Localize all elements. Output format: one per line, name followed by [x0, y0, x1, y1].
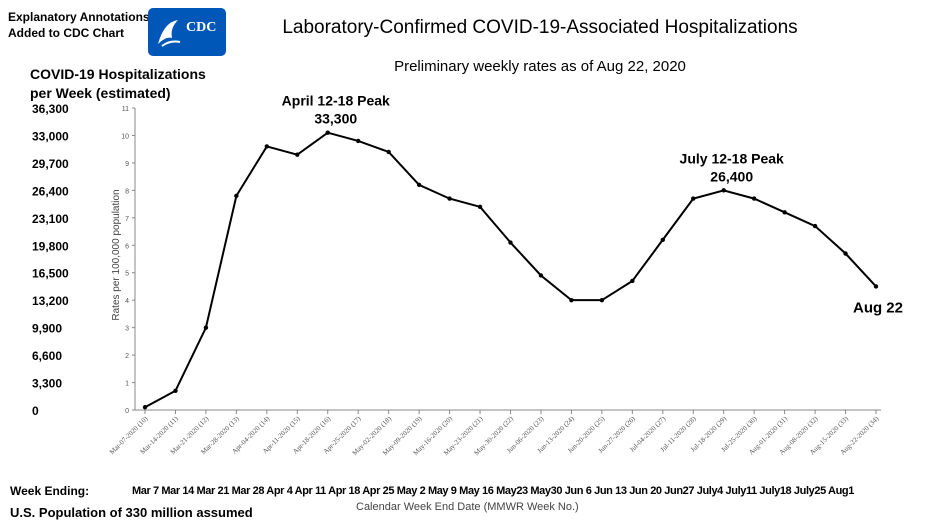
hospitalizations-tick-label: 26,400: [32, 184, 69, 198]
data-point: [477, 204, 483, 210]
data-point: [203, 325, 209, 330]
series-line: [144, 131, 877, 409]
y-tick-label: 8: [125, 188, 129, 195]
data-point: [751, 196, 757, 201]
cdc-logo-text: CDC: [186, 20, 217, 35]
y-tick-label: 7: [125, 216, 129, 223]
data-point: [264, 144, 270, 149]
y-tick-label: 2: [125, 353, 129, 360]
data-point: [386, 149, 391, 155]
data-point: [660, 237, 665, 242]
data-point: [142, 405, 148, 410]
annotation-label: Aug 22: [853, 299, 903, 316]
hospitalizations-axis-title: COVID-19 Hospitalizations per Week (esti…: [30, 65, 206, 103]
hospitalizations-axis-title-line1: COVID-19 Hospitalizations: [30, 66, 206, 82]
annotation-value: 33,300: [314, 111, 357, 127]
hospitalizations-tick-label: 33,000: [32, 129, 69, 143]
hospitalizations-tick-label: 29,700: [32, 157, 69, 171]
x-axis-title: Calendar Week End Date (MMWR Week No.): [356, 501, 579, 513]
data-point: [782, 210, 787, 215]
data-point: [234, 193, 239, 199]
data-point: [173, 388, 178, 393]
y-tick-label: 9: [125, 161, 129, 168]
data-point: [691, 196, 696, 201]
data-point: [630, 278, 635, 284]
chart-title: Laboratory-Confirmed COVID-19-Associated…: [282, 17, 798, 38]
hospitalizations-tick-label: 19,800: [32, 239, 69, 253]
hospitalizations-tick-label: 36,300: [32, 102, 69, 116]
hospitalizations-axis-title-line2: per Week (estimated): [30, 85, 171, 101]
data-point: [721, 188, 726, 193]
hospitalizations-tick-label: 16,500: [32, 267, 69, 281]
annotation-value: 26,400: [710, 168, 753, 184]
hospitalizations-tick-label: 6,600: [32, 349, 62, 363]
y-tick-label: 10: [121, 133, 129, 140]
data-point: [356, 138, 361, 144]
data-point: [569, 297, 574, 303]
data-point: [447, 196, 452, 201]
y-tick-label: 6: [125, 243, 129, 250]
y-tick-label: 1: [125, 381, 129, 388]
hospitalizations-tick-label: 3,300: [32, 377, 62, 391]
short-date-labels: Mar 7 Mar 14 Mar 21 Mar 28 Apr 4 Apr 11 …: [132, 485, 854, 497]
annotation-note-line2: Added to CDC Chart: [8, 26, 124, 40]
population-note: U.S. Population of 330 million assumed: [10, 505, 253, 520]
eagle-icon: [158, 20, 181, 47]
annotation-note: Explanatory Annotations Added to CDC Cha…: [8, 9, 150, 41]
hospitalizations-tick-label: 13,200: [32, 294, 69, 308]
y-tick-label: 11: [122, 106, 129, 113]
data-point: [295, 152, 300, 157]
data-point: [599, 297, 605, 303]
data-point: [873, 284, 879, 289]
data-point: [538, 273, 544, 278]
hospitalizations-tick-label: 0: [32, 404, 39, 418]
hospitalizations-tick-label: 23,100: [32, 212, 69, 226]
y-tick-label: 3: [125, 326, 129, 333]
data-point: [812, 223, 818, 229]
y-axis-title: Rates per 100,000 population: [111, 189, 122, 320]
data-point: [508, 240, 513, 245]
hospitalizations-tick-label: 9,900: [32, 322, 62, 336]
cdc-logo: [148, 8, 226, 56]
chart-subtitle: Preliminary weekly rates as of Aug 22, 2…: [394, 58, 686, 75]
annotation-label: April 12-18 Peak: [282, 93, 390, 109]
annotation-label: July 12-18 Peak: [680, 150, 785, 166]
y-tick-label: 5: [125, 271, 129, 278]
annotation-note-line1: Explanatory Annotations: [8, 10, 150, 24]
data-point: [325, 130, 330, 135]
y-tick-label: 4: [125, 298, 129, 305]
week-ending-label: Week Ending:: [10, 484, 90, 498]
data-point: [843, 251, 848, 256]
data-point: [416, 182, 422, 188]
y-tick-label: 0: [125, 408, 129, 415]
